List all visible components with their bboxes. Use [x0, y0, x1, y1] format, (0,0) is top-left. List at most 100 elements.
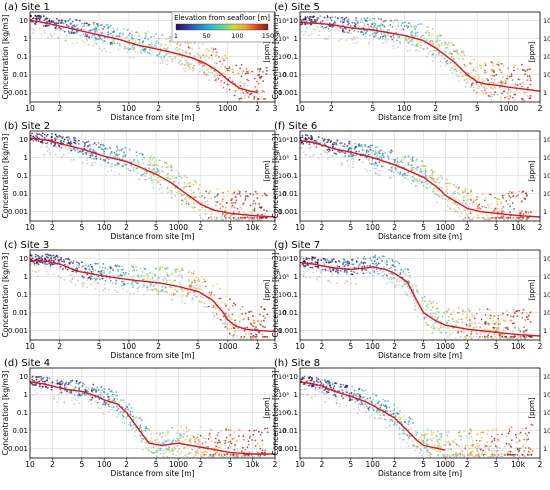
scatter-point-grey	[518, 209, 521, 212]
scatter-point-grey	[487, 218, 490, 221]
scatter-point-grey	[503, 218, 506, 221]
scatter-point	[88, 268, 91, 271]
scatter-point-grey	[78, 402, 81, 405]
scatter-point	[47, 256, 49, 259]
scatter-point	[93, 158, 95, 160]
scatter-point	[151, 168, 154, 171]
scatter-point	[178, 175, 181, 177]
scatter-point	[399, 171, 402, 174]
scatter-point	[70, 261, 73, 263]
scatter-point	[180, 194, 183, 197]
scatter-point	[92, 143, 94, 146]
scatter-point	[225, 210, 228, 212]
scatter-point	[157, 41, 160, 44]
scatter-point	[235, 453, 238, 456]
scatter-point	[129, 413, 132, 416]
y-right-tick-label: 10	[278, 309, 286, 317]
scatter-point	[177, 439, 180, 442]
scatter-point-grey	[235, 455, 238, 458]
x-axis-label: Distance from site [m]	[378, 232, 462, 241]
scatter-point	[139, 426, 141, 429]
scatter-point	[132, 44, 134, 46]
scatter-point	[223, 452, 225, 455]
scatter-point	[462, 192, 465, 195]
scatter-point-grey	[175, 46, 178, 49]
scatter-point	[215, 216, 218, 219]
scatter-point	[212, 284, 214, 287]
scatter-point-grey	[211, 71, 214, 74]
scatter-point	[177, 62, 180, 64]
scatter-point	[210, 54, 213, 57]
scatter-point-grey	[261, 333, 264, 336]
scatter-point	[135, 420, 138, 423]
scatter-point	[41, 255, 44, 258]
scatter-point	[117, 268, 119, 271]
scatter-point	[330, 19, 333, 22]
scatter-point-grey	[40, 145, 42, 148]
scatter-point	[396, 39, 399, 42]
scatter-point	[224, 216, 227, 219]
scatter-point	[425, 39, 428, 42]
scatter-point	[97, 38, 100, 41]
scatter-point-grey	[40, 387, 43, 390]
scatter-point	[46, 253, 49, 256]
scatter-point	[103, 25, 106, 28]
scatter-point	[465, 78, 468, 81]
scatter-point-grey	[153, 62, 156, 64]
y-tick-label: 0.1	[287, 291, 298, 299]
scatter-point	[313, 15, 316, 18]
scatter-point-grey	[495, 218, 498, 221]
scatter-point	[59, 385, 61, 388]
scatter-point	[341, 30, 344, 33]
scatter-point-grey	[142, 430, 145, 432]
scatter-point	[530, 211, 532, 214]
scatter-point-grey	[522, 91, 525, 93]
scatter-point	[247, 96, 250, 99]
scatter-point	[453, 197, 455, 200]
scatter-point	[301, 23, 304, 26]
scatter-point	[239, 308, 242, 310]
scatter-point	[515, 88, 518, 91]
scatter-point-grey	[418, 50, 420, 53]
scatter-point	[392, 20, 395, 23]
scatter-point-grey	[184, 302, 186, 305]
scatter-point	[473, 75, 476, 77]
scatter-point	[264, 335, 267, 338]
scatter-point	[186, 291, 189, 294]
scatter-point	[351, 154, 354, 156]
scatter-point	[233, 437, 235, 439]
scatter-point-grey	[351, 162, 354, 165]
scatter-point	[157, 442, 159, 444]
scatter-point	[410, 167, 413, 170]
scatter-point-grey	[440, 324, 443, 327]
scatter-point	[149, 157, 152, 159]
scatter-point-grey	[52, 17, 55, 20]
scatter-point	[196, 451, 199, 454]
scatter-point	[188, 271, 190, 273]
scatter-point	[244, 72, 247, 75]
scatter-point	[93, 388, 96, 390]
scatter-point-grey	[340, 161, 343, 164]
scatter-point-grey	[344, 282, 347, 285]
scatter-point	[234, 319, 237, 322]
scatter-point-grey	[480, 89, 483, 92]
scatter-point	[132, 158, 135, 161]
scatter-point	[504, 216, 507, 219]
scatter-point-grey	[65, 393, 68, 396]
scatter-point-grey	[160, 45, 162, 47]
scatter-point	[411, 158, 414, 160]
scatter-point	[217, 78, 220, 80]
scatter-point	[462, 199, 465, 202]
scatter-point	[323, 16, 326, 19]
x-tick-label: 100	[97, 223, 112, 232]
scatter-point	[353, 148, 356, 151]
y-axis-label: Concentration [kg/m3]	[271, 14, 280, 99]
scatter-point	[82, 382, 84, 385]
scatter-point-grey	[375, 172, 377, 175]
scatter-point	[113, 164, 116, 166]
scatter-point	[155, 159, 158, 162]
scatter-point	[168, 190, 171, 193]
scatter-point	[82, 140, 84, 143]
scatter-point-grey	[253, 455, 255, 458]
scatter-point	[177, 274, 180, 277]
